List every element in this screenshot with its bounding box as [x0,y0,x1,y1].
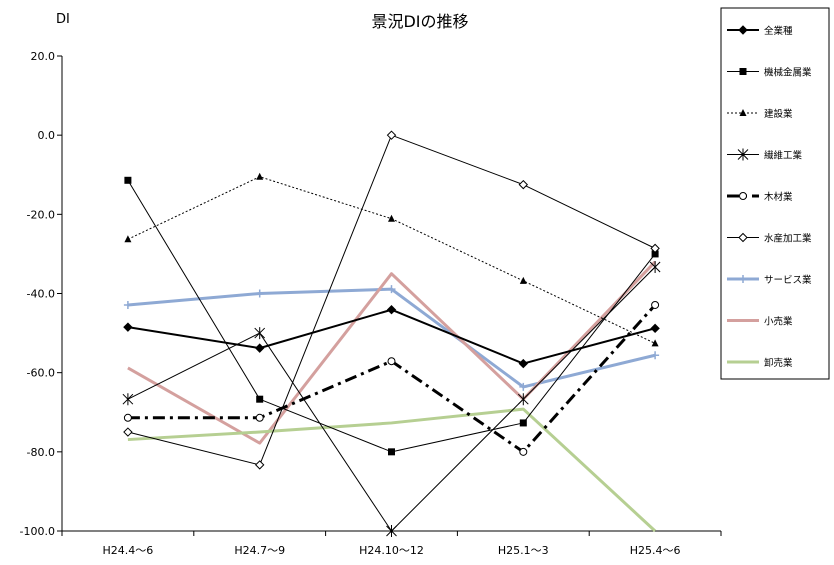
data-point-marker [650,243,660,254]
legend-label: 建設業 [764,108,793,120]
data-point-marker [651,351,660,360]
data-point-marker [651,339,659,347]
data-point-marker [123,413,132,422]
series-layer [122,130,661,537]
x-tick-label: H24.4～6 [103,544,154,557]
data-point-marker [256,172,264,180]
data-point-marker [256,395,264,403]
series-4 [122,260,661,537]
data-point-marker [255,413,264,422]
data-point-marker [650,323,660,334]
legend-label: 木材業 [764,191,793,203]
legend-label: サービス業 [764,274,812,286]
data-point-marker [388,448,395,456]
series-line [127,176,656,344]
series-3 [124,172,659,347]
data-point-marker [739,192,747,200]
data-point-marker [123,322,133,332]
y-tick-label: -80.0 [27,446,55,459]
series-2 [124,176,659,456]
data-point-marker [518,358,529,369]
data-point-marker [519,276,527,284]
data-point-marker [254,327,266,340]
data-point-marker [388,214,395,222]
y-axis: 20.0 0.0 -20.0 -40.0 -60.0 -80.0 -100.0 [20,50,63,538]
x-tick-label: H25.1～3 [498,544,549,557]
data-point-marker [738,25,748,35]
data-point-marker [386,130,397,140]
data-point-marker [124,235,132,243]
legend-label: 繊維工業 [764,150,803,162]
series-line [127,407,657,533]
data-point-marker [387,357,396,366]
data-point-marker [124,176,132,184]
series-1 [123,305,660,369]
series-9 [127,407,657,533]
data-point-marker [122,393,134,406]
series-7 [123,285,660,391]
legend-label: 機械金属業 [764,67,812,79]
legend-box [720,7,830,380]
legend-label: 小売業 [764,316,793,328]
series-line [127,260,657,445]
data-point-marker [738,232,748,243]
y-tick-label: -40.0 [27,288,55,301]
y-tick-label: -60.0 [27,367,55,380]
data-point-marker [254,460,265,470]
y-tick-label: -20.0 [27,208,55,221]
data-point-marker [651,300,660,309]
legend-label: 卸売業 [764,357,793,369]
series-line [127,303,657,454]
series-5 [123,300,660,456]
data-point-marker [123,300,132,309]
data-point-marker [517,393,529,406]
x-tick-label: H24.7～9 [234,544,285,557]
series-8 [127,260,657,445]
series-line [127,287,656,389]
data-point-marker [254,343,265,353]
x-tick-label: H25.4～6 [630,544,681,557]
y-tick-label: -100.0 [20,525,55,538]
data-point-marker [386,525,397,537]
data-point-marker [519,382,528,391]
data-point-marker [739,109,747,116]
data-point-marker [519,447,528,456]
chart-title: 景況DIの推移 [371,12,468,31]
data-point-marker [386,305,397,315]
data-point-marker [519,419,527,427]
data-point-marker [518,179,529,190]
data-point-marker [255,289,264,298]
x-tick-label: H24.10～12 [359,544,424,557]
legend-label: 全業種 [764,25,793,37]
data-point-marker [739,68,747,75]
y-tick-label: 0.0 [38,129,56,142]
data-point-marker [739,275,747,283]
data-point-marker [737,148,749,161]
data-point-marker [387,285,396,294]
y-tick-label: 20.0 [31,50,56,63]
series-6 [123,130,660,470]
data-point-marker [649,260,661,273]
series-line [127,134,656,466]
legend-label: 水産加工業 [764,233,812,245]
data-point-marker [123,427,133,437]
data-point-marker [651,250,659,258]
y-axis-label: DI [56,12,70,27]
